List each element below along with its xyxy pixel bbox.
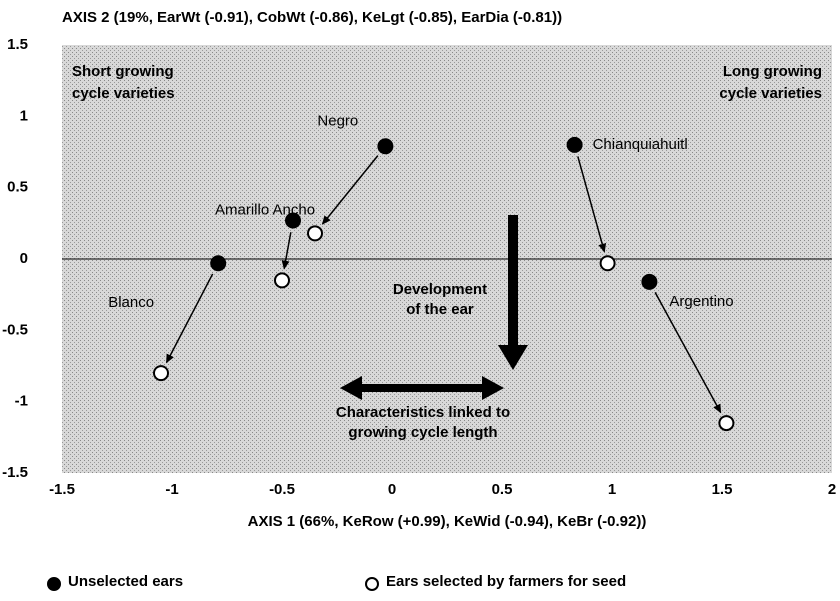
annotation: Development of the ear xyxy=(393,281,487,318)
connector-arrow xyxy=(281,232,292,270)
point xyxy=(641,273,658,290)
double-arrow xyxy=(340,376,504,400)
x-axis-title: AXIS 1 (66%, KeRow (+0.99), KeWid (-0.94… xyxy=(248,513,647,530)
point xyxy=(153,365,169,382)
x-tick-label: 1.5 xyxy=(712,481,733,498)
legend-label: Ears selected by farmers for seed xyxy=(386,573,626,590)
point-label: Argentino xyxy=(669,293,733,310)
point-label: Negro xyxy=(317,112,358,129)
point xyxy=(307,225,323,242)
y-tick-label: 1.5 xyxy=(7,36,28,53)
x-tick-label: -1.5 xyxy=(49,481,75,498)
annotation: Characteristics linked to growing cycle l… xyxy=(336,404,510,441)
point xyxy=(718,415,735,432)
point-label: Chianquiahuitl xyxy=(593,136,688,153)
y-tick-label: 0 xyxy=(20,250,28,267)
y-axis-title: AXIS 2 (19%, EarWt (-0.91), CobWt (-0.86… xyxy=(62,9,562,26)
connector-arrow xyxy=(577,156,607,253)
y-tick-label: -1 xyxy=(15,393,28,410)
x-tick-label: 1 xyxy=(608,481,616,498)
point xyxy=(210,255,227,272)
point xyxy=(599,255,616,272)
legend-marker xyxy=(47,577,61,591)
annotation: Long growing cycle varieties xyxy=(719,63,822,102)
connector-arrow xyxy=(321,155,379,225)
point-label: Amarillo Ancho xyxy=(215,201,315,218)
annotation: Short growing cycle varieties xyxy=(72,63,175,102)
x-tick-label: 2 xyxy=(828,481,836,498)
x-tick-label: 0.5 xyxy=(492,481,513,498)
point-label: Blanco xyxy=(108,294,154,311)
point xyxy=(377,138,394,155)
legend-marker xyxy=(365,577,379,591)
point xyxy=(285,212,301,229)
x-tick-label: -0.5 xyxy=(269,481,295,498)
point xyxy=(274,272,290,289)
y-tick-label: 0.5 xyxy=(7,179,28,196)
x-tick-label: -1 xyxy=(165,481,178,498)
y-tick-label: -1.5 xyxy=(2,464,28,481)
connector-arrow xyxy=(165,273,214,364)
y-tick-label: -0.5 xyxy=(2,321,28,338)
connector-arrow xyxy=(654,292,722,414)
x-tick-label: 0 xyxy=(388,481,396,498)
legend-label: Unselected ears xyxy=(68,573,183,590)
point xyxy=(566,136,583,153)
arrow-down xyxy=(498,215,528,370)
y-tick-label: 1 xyxy=(20,107,28,124)
